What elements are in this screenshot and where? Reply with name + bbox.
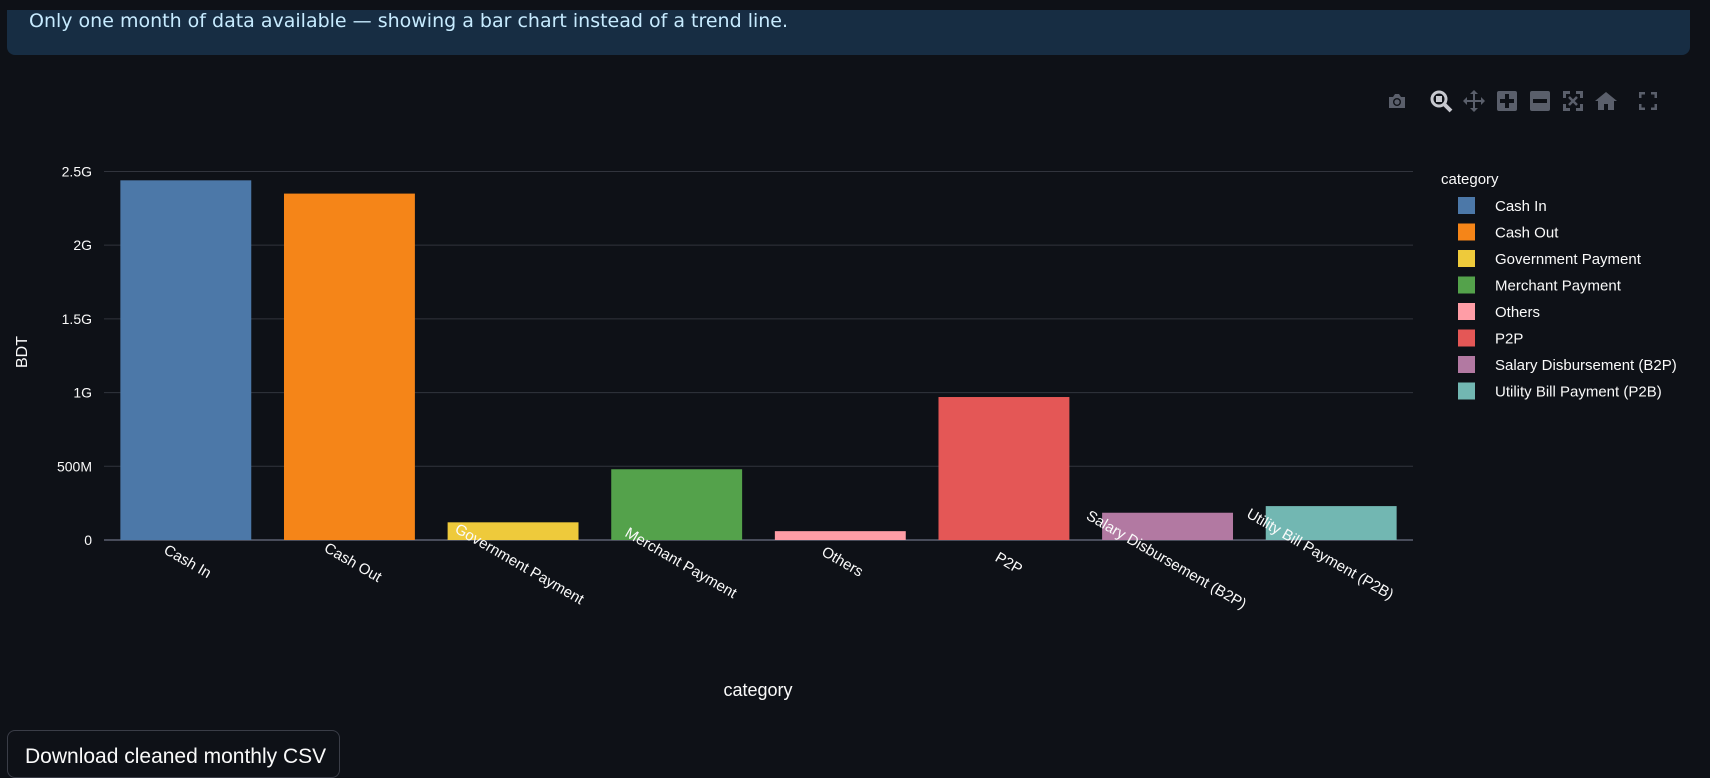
legend-swatch[interactable] [1458, 356, 1475, 373]
y-tick-label: 1G [73, 385, 92, 401]
info-banner: Only one month of data available — showi… [7, 10, 1690, 55]
legend-item-label[interactable]: Government Payment [1495, 251, 1642, 268]
x-tick-label: Others [819, 543, 866, 580]
y-tick-label: 2G [73, 237, 92, 253]
x-axis-title: category [723, 680, 792, 700]
y-axis-ticks: 0 500M 1G 1.5G 2G 2.5G [57, 163, 92, 548]
legend-item-label[interactable]: Cash In [1495, 198, 1547, 215]
bar[interactable] [447, 522, 579, 540]
legend-item-label[interactable]: P2P [1495, 331, 1523, 348]
x-tick-label: P2P [992, 549, 1025, 578]
legend-item-label[interactable]: Salary Disbursement (B2P) [1495, 357, 1677, 374]
legend-swatch[interactable] [1458, 250, 1475, 267]
y-tick-label: 0 [84, 532, 92, 548]
legend-item-label[interactable]: Merchant Payment [1495, 278, 1622, 295]
zoom-in-icon[interactable] [1495, 89, 1519, 113]
legend-swatch[interactable] [1458, 197, 1475, 214]
legend-swatch[interactable] [1458, 303, 1475, 320]
pan-icon[interactable] [1462, 89, 1486, 113]
bar[interactable] [611, 469, 743, 540]
legend-swatch[interactable] [1458, 382, 1475, 400]
fullscreen-icon[interactable] [1636, 89, 1660, 113]
bar[interactable] [938, 397, 1070, 540]
bar[interactable] [283, 193, 415, 540]
legend-swatch[interactable] [1458, 223, 1475, 241]
bar[interactable] [120, 180, 252, 540]
y-tick-label: 1.5G [62, 311, 92, 327]
legend: category Cash In Cash Out Government Payme… [1441, 171, 1677, 401]
bars [120, 180, 1397, 540]
bar[interactable] [774, 531, 906, 540]
legend-item-label[interactable]: Cash Out [1495, 225, 1559, 242]
download-csv-button[interactable]: Download cleaned monthly CSV [7, 730, 340, 778]
legend-title: category [1441, 171, 1499, 188]
info-banner-text: Only one month of data available — showi… [29, 10, 789, 32]
zoom-out-icon[interactable] [1528, 89, 1552, 113]
bar[interactable] [1102, 512, 1234, 540]
x-tick-label: Cash In [161, 541, 214, 582]
legend-item-label[interactable]: Others [1495, 304, 1540, 321]
bar-chart: 0 500M 1G 1.5G 2G 2.5G Cash In Cash Out Governm… [14, 163, 1677, 700]
bar[interactable] [1265, 506, 1397, 540]
legend-swatch[interactable] [1458, 276, 1475, 294]
y-tick-label: 500M [57, 458, 92, 474]
x-tick-label: Cash Out [321, 540, 385, 587]
camera-icon[interactable] [1385, 89, 1409, 113]
autoscale-icon[interactable] [1561, 89, 1585, 113]
legend-swatch[interactable] [1458, 329, 1475, 347]
y-tick-label: 2.5G [62, 163, 92, 179]
legend-item-label[interactable]: Utility Bill Payment (P2B) [1495, 384, 1662, 401]
reset-axes-icon[interactable] [1594, 89, 1618, 113]
zoom-icon[interactable] [1429, 89, 1453, 113]
y-axis-title: BDT [14, 336, 31, 368]
chart-modebar [1385, 89, 1675, 117]
